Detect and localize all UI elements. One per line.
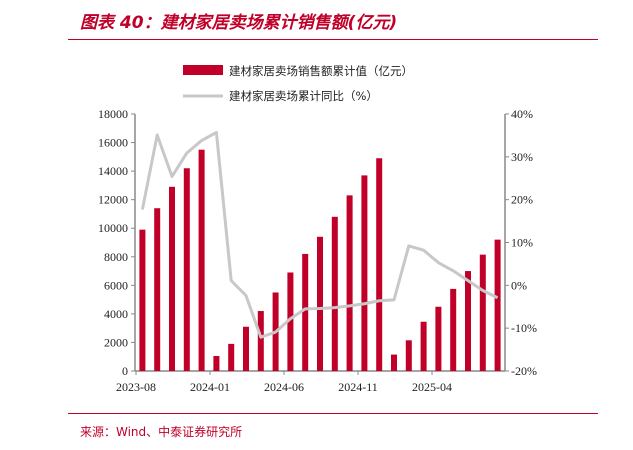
- bar-2025-05: [450, 288, 457, 371]
- x-tick-label: 2023-08: [116, 380, 156, 394]
- x-tick-label: 2024-06: [264, 380, 304, 394]
- bar-2023-11: [183, 168, 190, 371]
- left-tick-label: 10000: [98, 221, 128, 235]
- x-tick-label: 2024-11: [338, 380, 378, 394]
- bar-2024-04: [257, 311, 264, 371]
- right-tick-label: -10%: [511, 321, 537, 335]
- x-tick-label: 2024-01: [190, 380, 230, 394]
- title-divider: [68, 39, 598, 40]
- bar-2023-12: [198, 149, 205, 371]
- bar-series: [139, 149, 501, 371]
- right-tick-label: -20%: [511, 364, 537, 378]
- line-series: [140, 130, 499, 339]
- left-tick-label: 4000: [104, 307, 128, 321]
- left-tick-label: 6000: [104, 278, 128, 292]
- bar-2023-10: [169, 186, 175, 371]
- bar-2024-08: [317, 236, 323, 371]
- bar-2024-10: [346, 195, 353, 371]
- legend-line-label: 建材家居卖场累计同比（%）: [229, 89, 378, 103]
- bar-2024-11: [361, 175, 368, 371]
- bar-2025-03: [420, 321, 427, 371]
- axes: 0 2000 4000 6000 8000 10000 12000 14000 16000 180…: [98, 107, 537, 394]
- bar-2024-01: [213, 356, 220, 371]
- left-tick-label: 16000: [98, 136, 128, 150]
- legend-bar-label: 建材家居卖场销售额累计值（亿元）: [229, 64, 413, 78]
- source-divider: [68, 413, 598, 414]
- bar-2025-07: [479, 254, 486, 371]
- x-tick-label: 2025-04: [412, 380, 452, 394]
- bar-2025-01: [391, 354, 397, 371]
- bar-2025-06: [465, 271, 471, 371]
- bar-2023-08: [139, 229, 146, 371]
- chart: 建材家居卖场销售额累计值（亿元） 建材家居卖场累计同比（%） 0 2000 4000…: [98, 64, 537, 394]
- right-tick-label: 10%: [511, 236, 533, 250]
- right-tick-label: 40%: [511, 107, 533, 121]
- bar-2025-02: [405, 340, 412, 371]
- right-tick-label: 0%: [511, 278, 527, 292]
- left-tick-label: 8000: [104, 250, 128, 264]
- legend-bar-swatch: [183, 65, 223, 75]
- bar-2024-03: [243, 326, 249, 371]
- bar-2025-08: [494, 239, 501, 371]
- bar-2024-06: [287, 272, 294, 371]
- bar-2024-12: [376, 158, 383, 371]
- right-tick-label: 20%: [511, 193, 533, 207]
- left-tick-label: 12000: [98, 193, 128, 207]
- source-note: 来源：Wind、中泰证券研究所: [80, 425, 243, 439]
- bar-2024-07: [302, 253, 309, 371]
- bar-2024-02: [228, 343, 235, 371]
- left-tick-label: 18000: [98, 107, 128, 121]
- figure-title: 图表 40：建材家居卖场累计销售额(亿元): [80, 13, 398, 33]
- legend: 建材家居卖场销售额累计值（亿元） 建材家居卖场累计同比（%）: [183, 64, 413, 103]
- bar-2025-04: [435, 306, 442, 371]
- bar-2024-09: [331, 216, 338, 371]
- left-tick-label: 14000: [98, 164, 128, 178]
- right-tick-label: 30%: [511, 150, 533, 164]
- left-tick-label: 2000: [104, 335, 128, 349]
- left-tick-label: 0: [122, 364, 128, 378]
- bar-2023-09: [154, 208, 161, 371]
